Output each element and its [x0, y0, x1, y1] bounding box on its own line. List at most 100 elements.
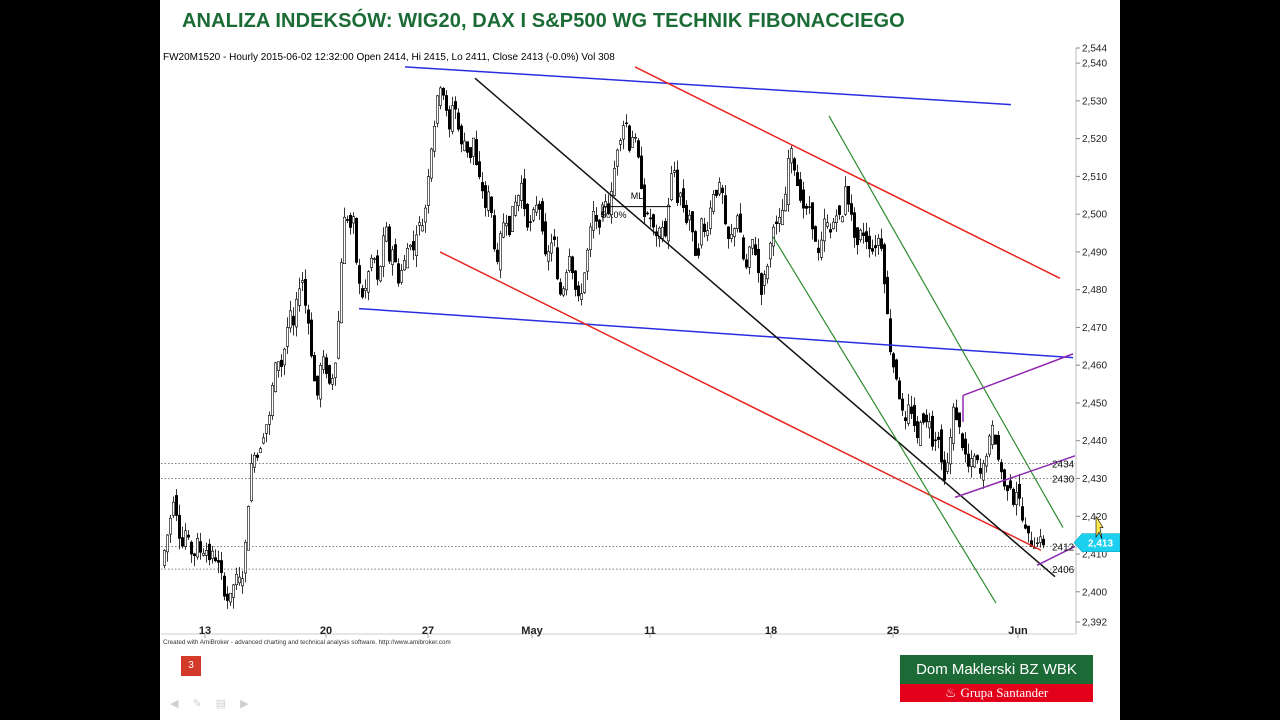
candle-body [660, 226, 664, 239]
trend-line-red [634, 66, 1061, 280]
candle-body [681, 188, 685, 208]
candle-body [813, 226, 817, 242]
candle-body [334, 362, 338, 378]
candle-body [975, 455, 979, 461]
price-candles [162, 86, 1045, 609]
trend-line-black [474, 77, 1056, 578]
fib-50-label: 50.0% [601, 210, 627, 220]
candle-body [954, 407, 958, 421]
candle-body [1008, 480, 1012, 489]
candle-body [990, 424, 994, 445]
candle-body [319, 365, 323, 400]
y-tick-label: 2,520 [1082, 134, 1107, 145]
candle-body [678, 192, 682, 198]
candle-body [930, 415, 934, 447]
candle-body [831, 221, 835, 229]
candle-body [492, 215, 496, 250]
candle-body [259, 448, 263, 453]
candle-body [867, 235, 871, 250]
candle-body [519, 182, 523, 201]
x-tick-label: Jun [1008, 625, 1028, 637]
candle-body [265, 424, 269, 434]
candle-body [705, 230, 709, 236]
candle-body [999, 462, 1003, 473]
prev-arrow-icon[interactable]: ◀ [170, 698, 179, 710]
candle-body [198, 541, 202, 553]
slide-nav-controls[interactable]: ◀ ✎ ▤ ▶ [170, 697, 249, 710]
candle-body [495, 249, 499, 262]
candle-body [849, 203, 853, 215]
candle-body [846, 185, 850, 205]
candle-body [729, 233, 733, 239]
candle-body [909, 406, 913, 414]
y-tick-label: 2,430 [1082, 474, 1107, 485]
candle-body [382, 235, 386, 267]
chart-frame [161, 47, 1080, 638]
pen-icon[interactable]: ✎ [192, 698, 202, 710]
candle-body [358, 265, 362, 284]
trend-line-green [828, 115, 1064, 528]
candle-body [750, 239, 754, 249]
candle-body [525, 203, 529, 228]
candle-body [582, 272, 586, 293]
candle-body [426, 176, 430, 206]
candle-body [720, 187, 724, 194]
candle-body [522, 178, 526, 210]
candle-body [477, 161, 481, 178]
candle-body [900, 398, 904, 411]
next-arrow-icon[interactable]: ▶ [240, 698, 249, 710]
candle-body [960, 433, 964, 448]
candle-body [435, 95, 439, 124]
candle-body [819, 239, 823, 258]
candle-body [367, 271, 371, 293]
trend-line-purple [1036, 545, 1076, 567]
y-tick-label: 2,544 [1082, 44, 1107, 55]
candle-body [984, 455, 988, 467]
candle-body [615, 149, 619, 167]
candle-body [376, 255, 380, 280]
candle-body [364, 288, 368, 291]
candle-body [337, 320, 341, 359]
candle-body [852, 212, 856, 238]
candle-body [894, 359, 898, 380]
candle-body [789, 148, 793, 164]
x-tick-label: 27 [422, 625, 434, 637]
logo-group: ♨ Grupa Santander [900, 684, 1093, 702]
trend-line-red [439, 251, 1042, 551]
candle-body [963, 438, 967, 455]
candle-body [201, 553, 205, 556]
candle-body [978, 468, 982, 474]
candle-body [471, 137, 475, 157]
candle-body [480, 182, 484, 192]
candle-body [474, 139, 478, 165]
candle-body [1017, 484, 1021, 499]
candle-body [642, 184, 646, 217]
candle-body [795, 172, 799, 187]
candle-body [355, 217, 359, 263]
candle-body [328, 365, 332, 384]
candle-body [322, 356, 326, 370]
candle-body [286, 327, 290, 347]
candle-body [891, 353, 895, 368]
candle-body [292, 315, 296, 326]
candle-body [172, 501, 176, 516]
menu-icon[interactable]: ▤ [215, 698, 227, 710]
x-tick-label: 25 [887, 625, 899, 637]
candle-body [927, 421, 931, 429]
candle-body [672, 170, 676, 173]
candle-body [966, 453, 970, 467]
y-tick-label: 2,490 [1082, 247, 1107, 258]
candle-body [531, 209, 535, 221]
candle-body [801, 189, 805, 209]
candle-body [1020, 506, 1024, 521]
candle-body [432, 125, 436, 152]
presentation-slide: ANALIZA INDEKSÓW: WIG20, DAX I S&P500 WG… [160, 0, 1120, 720]
candle-body [897, 380, 901, 400]
candle-body [498, 233, 502, 271]
candle-body [933, 439, 937, 441]
candle-body [486, 191, 490, 211]
candle-body [247, 506, 251, 551]
candle-body [313, 355, 317, 382]
candle-body [534, 204, 538, 213]
trend-line-blue [404, 66, 1012, 106]
